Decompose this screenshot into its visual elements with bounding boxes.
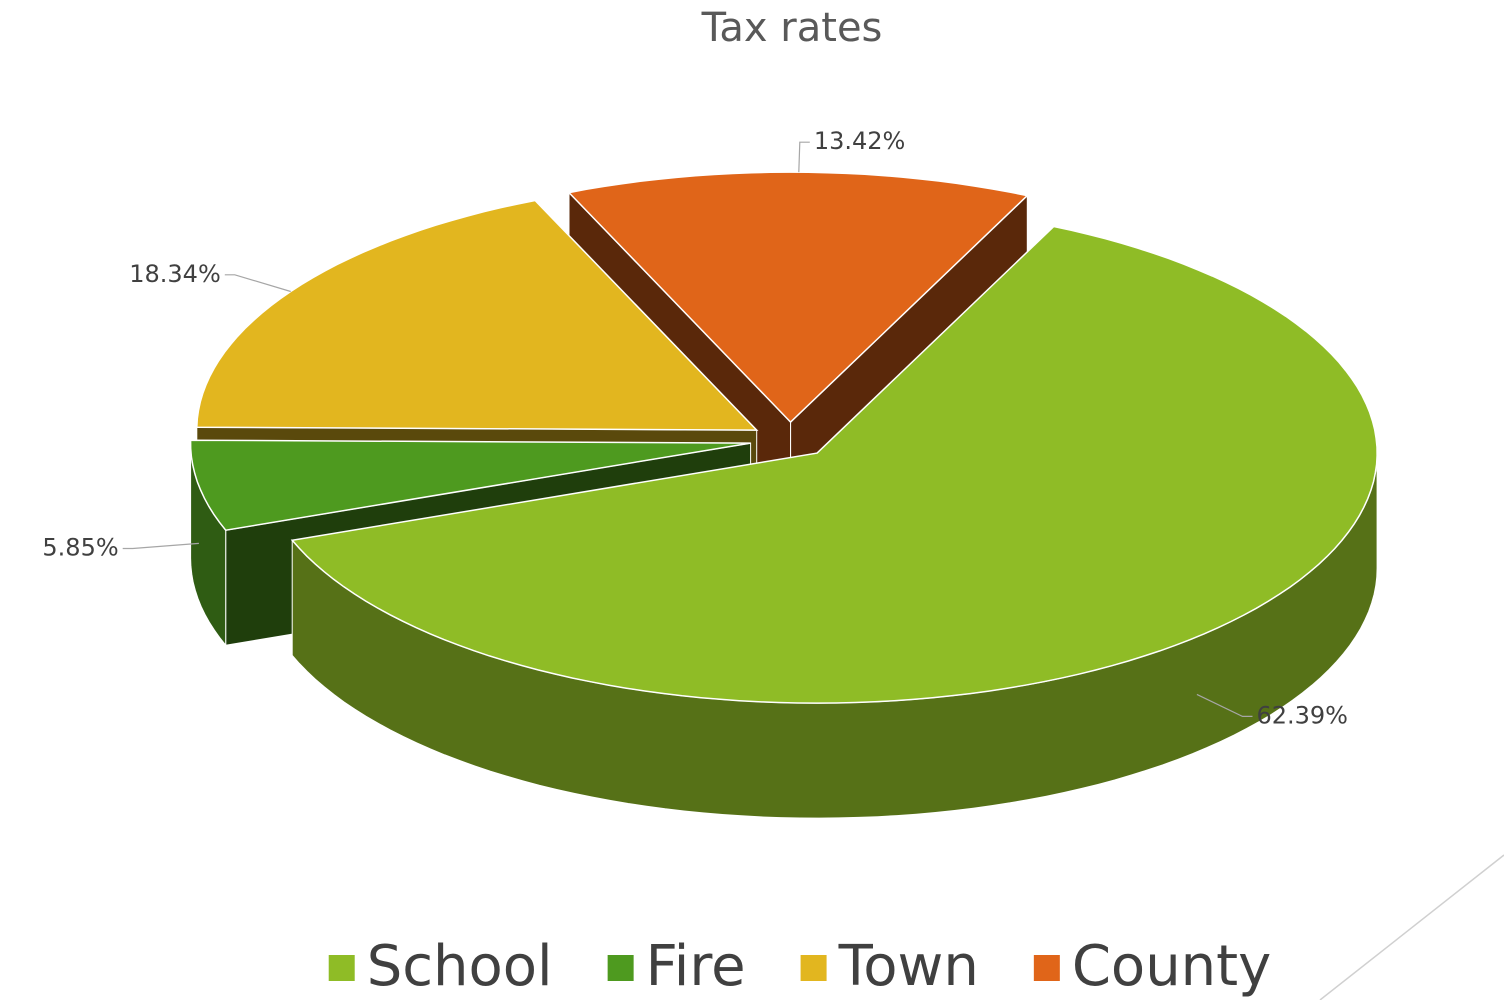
leader-line	[224, 274, 291, 293]
chart-title: Tax rates	[701, 5, 883, 51]
legend-label: School	[367, 934, 553, 999]
slice-top	[290, 225, 1378, 704]
legend-swatch	[607, 955, 634, 981]
leader-line	[798, 141, 810, 173]
legend-swatch	[328, 955, 355, 981]
legend-swatch	[800, 955, 827, 981]
legend-swatch	[1033, 955, 1060, 981]
legend-label: Town	[838, 934, 979, 999]
decor-line	[1319, 854, 1504, 1000]
data-label: 18.34%	[129, 260, 221, 288]
data-label: 62.39%	[1256, 701, 1348, 729]
leader-line	[122, 542, 199, 550]
leader-line	[1196, 693, 1253, 718]
slice-top	[189, 439, 751, 532]
legend-label: Fire	[646, 934, 746, 999]
data-label: 13.42%	[814, 127, 906, 155]
slice	[290, 225, 1378, 819]
data-label: 5.85%	[42, 534, 118, 562]
legend-label: County	[1072, 934, 1271, 999]
